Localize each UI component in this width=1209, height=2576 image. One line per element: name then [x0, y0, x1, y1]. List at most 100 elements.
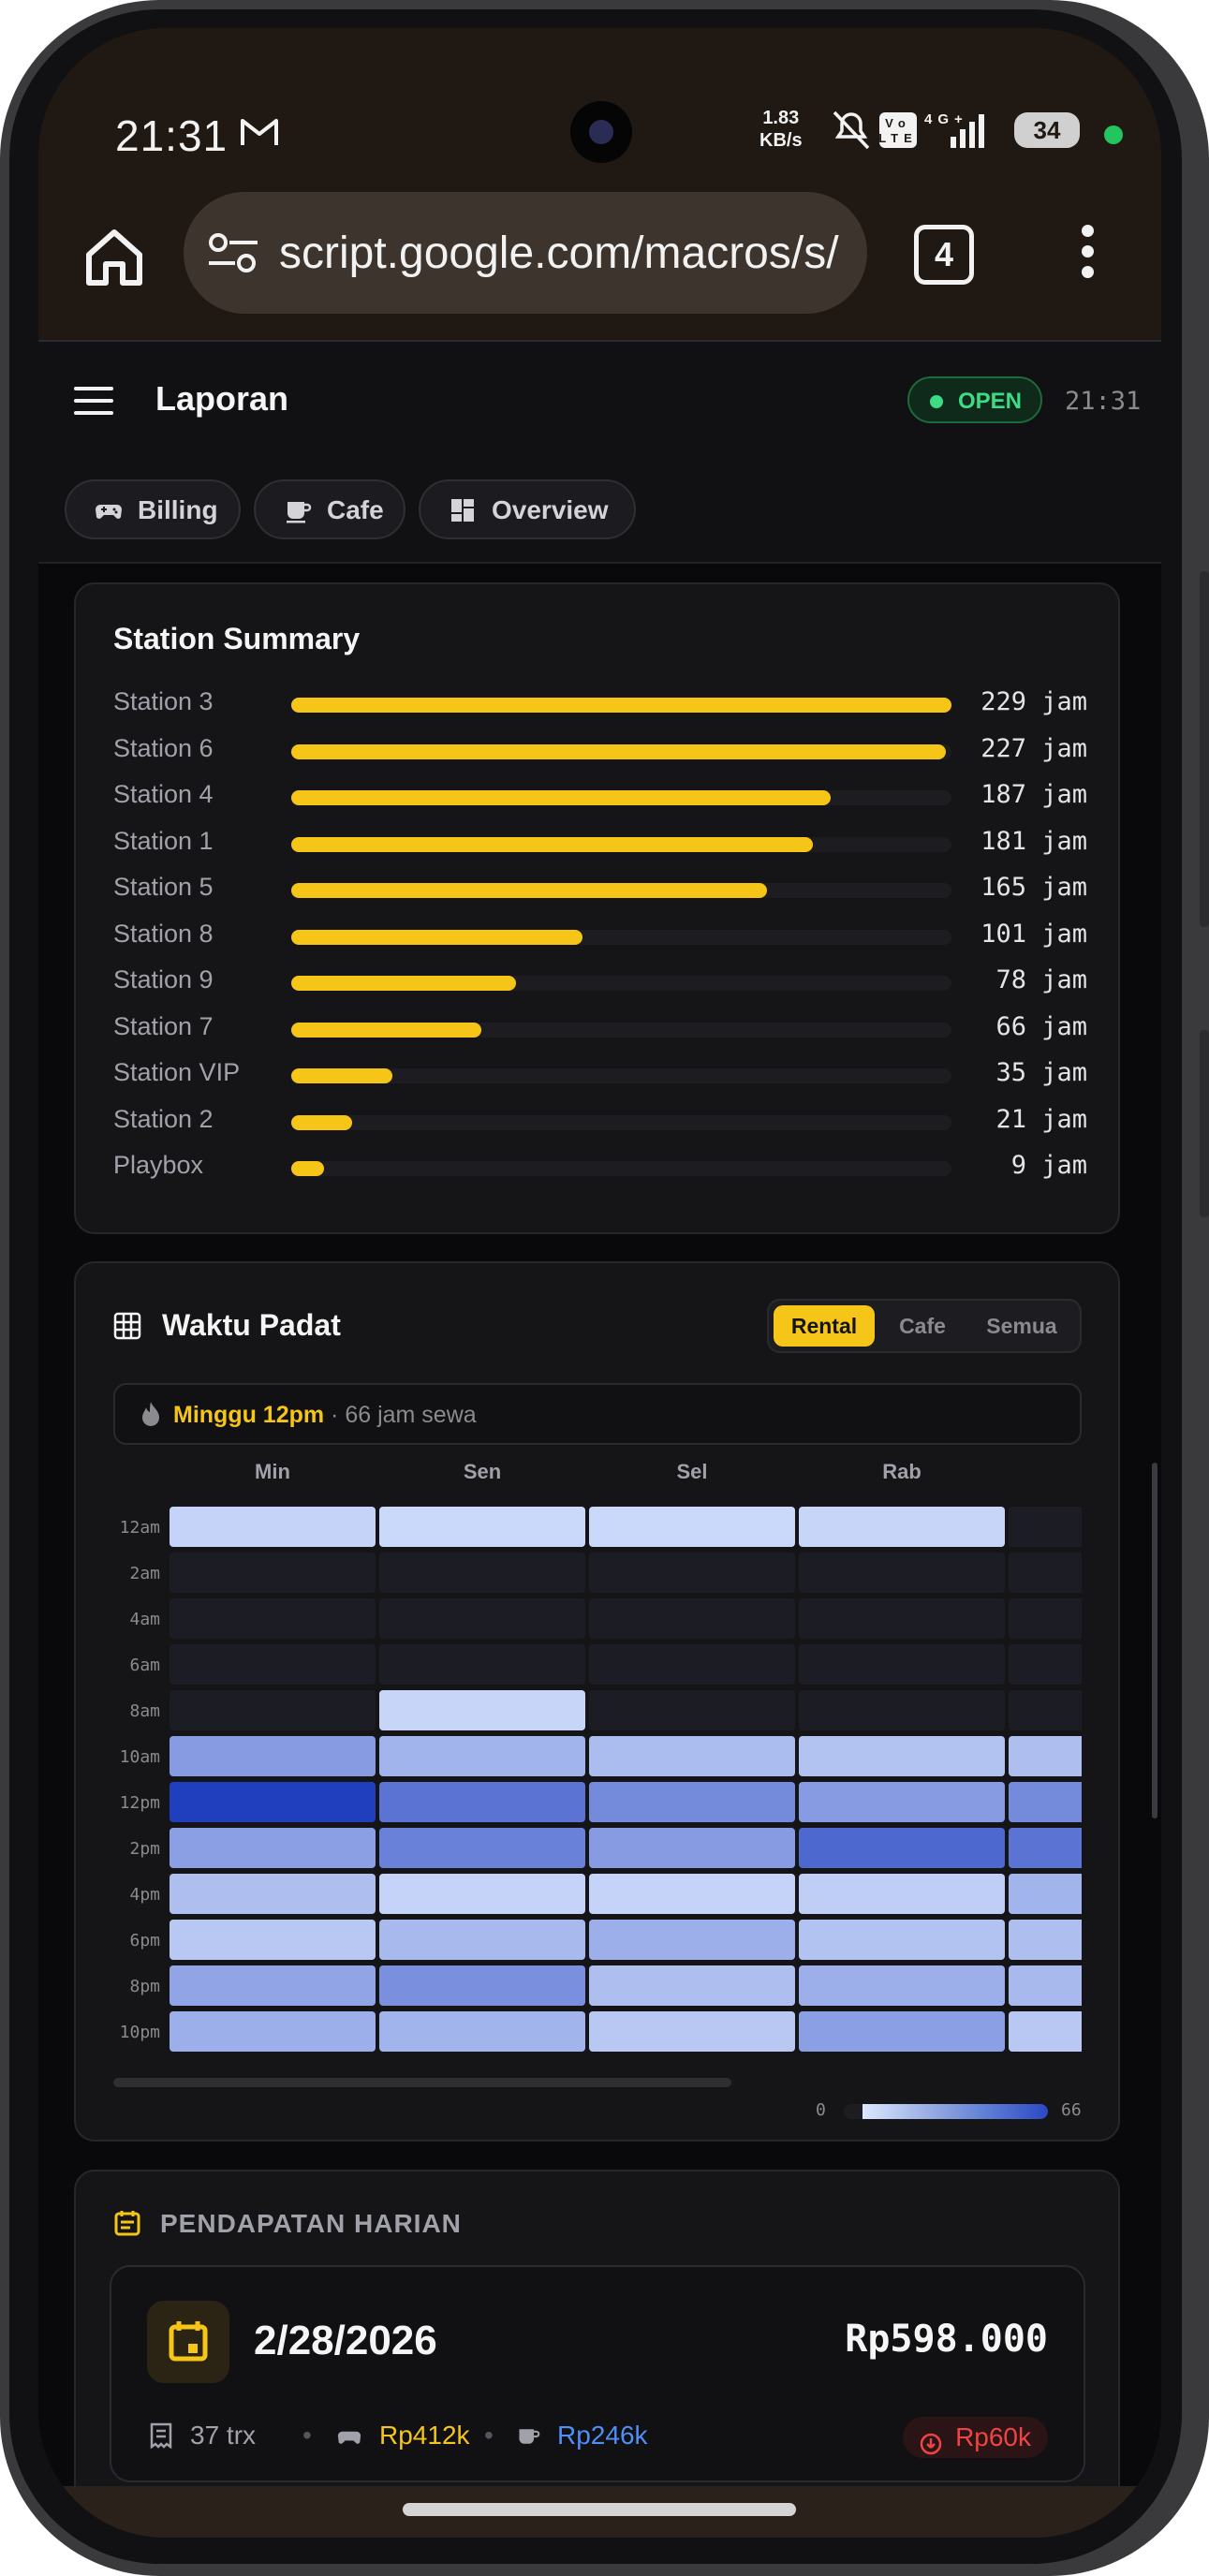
heatmap-cell[interactable] — [589, 1782, 795, 1822]
heatmap-cell[interactable] — [379, 1828, 585, 1868]
heatmap-cell[interactable] — [1009, 1690, 1082, 1730]
station-bar — [291, 1114, 352, 1130]
heatmap-cell[interactable] — [589, 1874, 795, 1914]
site-settings-icon[interactable] — [207, 229, 259, 276]
heatmap-cell[interactable] — [799, 1507, 1005, 1547]
station-name: Station 7 — [113, 1011, 214, 1040]
heatmap-cell[interactable] — [1009, 1828, 1082, 1868]
page-scrollbar[interactable] — [1152, 1463, 1157, 1818]
heatmap-cell[interactable] — [589, 1598, 795, 1639]
tab-billing[interactable]: Billing — [65, 479, 241, 539]
tab-overview[interactable]: Overview — [419, 479, 636, 539]
heatmap-cell[interactable] — [170, 1874, 376, 1914]
heatmap-filter: Rental Cafe Semua — [767, 1299, 1082, 1353]
heatmap-cell[interactable] — [1009, 1507, 1082, 1547]
heatmap-cell[interactable] — [379, 1874, 585, 1914]
heatmap-cell[interactable] — [379, 1598, 585, 1639]
tab-switcher-button[interactable]: 4 — [914, 225, 974, 285]
heatmap-cell[interactable] — [379, 1553, 585, 1593]
heatmap-cell[interactable] — [799, 1782, 1005, 1822]
station-name: Station 1 — [113, 826, 214, 855]
filter-rental-button[interactable]: Rental — [774, 1305, 875, 1347]
heatmap-cell[interactable] — [1009, 1874, 1082, 1914]
coffee-icon — [516, 2424, 540, 2449]
heatmap-cell[interactable] — [589, 1553, 795, 1593]
heatmap-cell[interactable] — [799, 1828, 1005, 1868]
heatmap-cell[interactable] — [170, 1598, 376, 1639]
station-name: Station 9 — [113, 965, 214, 994]
heatmap-cell[interactable] — [1009, 1920, 1082, 1960]
heatmap-cell[interactable] — [1009, 1553, 1082, 1593]
heatmap-cell[interactable] — [1009, 2011, 1082, 2052]
heatmap-cell[interactable] — [170, 2011, 376, 2052]
heatmap-cell[interactable] — [170, 1690, 376, 1730]
station-bar — [291, 1022, 482, 1038]
heatmap-cell[interactable] — [589, 2011, 795, 2052]
heatmap-cell[interactable] — [170, 1644, 376, 1685]
heatmap-cell[interactable] — [379, 1782, 585, 1822]
tab-bar: Billing Cafe Overview — [38, 459, 1161, 564]
station-row: Station 2 21 jam — [113, 1103, 1087, 1141]
heatmap-cell[interactable] — [379, 1965, 585, 2006]
station-bar — [291, 1068, 392, 1083]
station-hours: 9 jam — [1010, 1151, 1087, 1180]
heatmap-cell[interactable] — [589, 1965, 795, 2006]
station-hours: 165 jam — [980, 873, 1087, 902]
station-row: Station 9 78 jam — [113, 964, 1087, 1001]
station-row: Station 6 227 jam — [113, 732, 1087, 770]
heatmap-cell[interactable] — [799, 1920, 1005, 1960]
heatmap-cell[interactable] — [379, 1920, 585, 1960]
filter-semua-button[interactable]: Semua — [986, 1314, 1057, 1338]
heatmap-cell[interactable] — [379, 1644, 585, 1685]
heatmap-cell[interactable] — [1009, 1598, 1082, 1639]
heatmap-cell[interactable] — [589, 1644, 795, 1685]
heatmap-cell[interactable] — [799, 1736, 1005, 1776]
station-bar — [291, 883, 767, 898]
heatmap-cell[interactable] — [1009, 1644, 1082, 1685]
heatmap-cell[interactable] — [170, 1507, 376, 1547]
front-camera — [570, 101, 632, 163]
heatmap-cell[interactable] — [170, 1920, 376, 1960]
home-icon[interactable] — [81, 225, 147, 290]
heatmap-cell[interactable] — [799, 1690, 1005, 1730]
heatmap-cell[interactable] — [589, 1507, 795, 1547]
url-bar[interactable]: script.google.com/macros/s/ — [184, 192, 867, 314]
url-text[interactable]: script.google.com/macros/s/ — [279, 228, 839, 278]
heatmap-cell[interactable] — [170, 1782, 376, 1822]
heatmap-cell[interactable] — [799, 1874, 1005, 1914]
heatmap-cell[interactable] — [589, 1920, 795, 1960]
heatmap-cell[interactable] — [589, 1736, 795, 1776]
peak-day: Minggu 12pm — [173, 1402, 325, 1428]
heatmap-cell[interactable] — [589, 1690, 795, 1730]
heatmap-day-label: Sen — [463, 1460, 502, 1483]
heatmap-cell[interactable] — [379, 1507, 585, 1547]
browser-menu-icon[interactable] — [1078, 220, 1097, 286]
station-summary-title: Station Summary — [113, 622, 361, 655]
heatmap-cell[interactable] — [379, 2011, 585, 2052]
menu-icon[interactable] — [74, 387, 113, 415]
tab-cafe[interactable]: Cafe — [254, 479, 405, 539]
heatmap-cell[interactable] — [170, 1736, 376, 1776]
heatmap-cell[interactable] — [1009, 1965, 1082, 2006]
heatmap-cell[interactable] — [589, 1828, 795, 1868]
heatmap-cell[interactable] — [799, 1644, 1005, 1685]
heatmap-cell[interactable] — [799, 2011, 1005, 2052]
filter-cafe-button[interactable]: Cafe — [899, 1314, 946, 1338]
heatmap-scrollbar[interactable] — [113, 2078, 731, 2087]
heatmap-cell[interactable] — [799, 1598, 1005, 1639]
heatmap-cell[interactable] — [170, 1965, 376, 2006]
heatmap-grid[interactable]: Min Sen Sel Rab 12am 2am 4am 6am 8am 10am 12pm 2pm 4… — [113, 1460, 1082, 2078]
volte-icon: Vo LTE — [878, 112, 917, 148]
heatmap-cell[interactable] — [170, 1828, 376, 1868]
heatmap-cell[interactable] — [799, 1965, 1005, 2006]
home-gesture-pill[interactable] — [403, 2503, 796, 2516]
heatmap-cell[interactable] — [1009, 1736, 1082, 1776]
heatmap-cell[interactable] — [1009, 1782, 1082, 1822]
gmail-icon — [240, 116, 279, 157]
heatmap-cell[interactable] — [799, 1553, 1005, 1593]
heatmap-cell[interactable] — [379, 1690, 585, 1730]
heatmap-cell[interactable] — [170, 1553, 376, 1593]
daily-revenue-item[interactable]: 2/28/2026 Rp598.000 37 trx • Rp412k • — [110, 2265, 1085, 2482]
heatmap-cell[interactable] — [379, 1736, 585, 1776]
heatmap-hour-label: 12pm — [119, 1793, 160, 1813]
